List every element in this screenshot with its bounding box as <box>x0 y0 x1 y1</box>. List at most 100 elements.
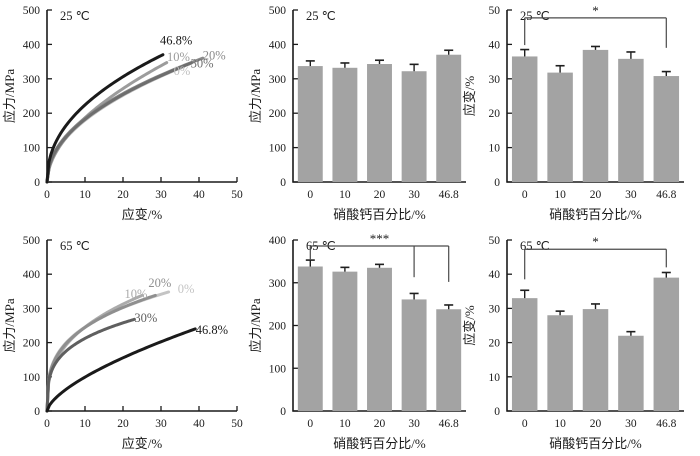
error-bar-0 <box>520 289 530 299</box>
significance-bracket: * <box>524 234 667 280</box>
error-bar-30 <box>626 51 636 59</box>
y-tick-label: 0 <box>34 177 40 189</box>
curve-label-0%: 0% <box>174 64 191 78</box>
error-bar-10 <box>340 62 350 68</box>
x-tick-label: 40 <box>193 418 205 430</box>
y-tick-label: 100 <box>269 363 287 375</box>
x-tick-label: 40 <box>193 189 205 201</box>
error-bar-20 <box>375 59 384 65</box>
x-tick-label: 10 <box>79 189 91 201</box>
error-bar-20 <box>375 263 384 268</box>
y-tick-label: 400 <box>269 39 287 51</box>
y-tick-label: 100 <box>23 372 41 384</box>
error-bar-10 <box>340 266 350 272</box>
error-bar-30 <box>409 292 419 300</box>
curve-label-10%: 10% <box>167 50 190 64</box>
y-tick-label: 200 <box>23 108 41 120</box>
curve-label-30%: 30% <box>134 311 157 325</box>
error-bar-10 <box>555 310 565 316</box>
x-tick-label: 30 <box>625 189 637 201</box>
bars <box>297 259 462 411</box>
bars <box>511 45 680 183</box>
y-tick-label: 0 <box>34 406 40 418</box>
x-tick-label: 10 <box>339 189 351 201</box>
temperature-label: 65 ℃ <box>60 239 90 253</box>
error-bar-0 <box>520 48 530 57</box>
error-bar-30 <box>626 330 636 336</box>
error-bar-0 <box>305 60 315 67</box>
panel-bars-strain-25c: 0 10 20 30 40 50 0 10 20 30 46.8 应变/% 硝酸钙百分比/% 25 ℃ * <box>462 3 684 222</box>
bar-0 <box>297 266 323 411</box>
bar-30 <box>618 58 644 182</box>
x-axis-label: 硝酸钙百分比/% <box>549 207 642 222</box>
y-axis-label: 应力/MPa <box>248 298 263 352</box>
y-tick-label: 40 <box>489 39 501 51</box>
error-bar-20 <box>591 45 600 50</box>
curves: 0%10%20%30%46.8% <box>45 276 228 413</box>
y-tick-label: 0 <box>494 177 500 189</box>
y-tick-label: 20 <box>489 338 501 350</box>
y-tick-label: 300 <box>23 303 41 315</box>
y-tick-label: 500 <box>23 235 41 247</box>
x-axis-label: 硝酸钙百分比/% <box>549 436 642 451</box>
y-tick-label: 200 <box>269 108 287 120</box>
curve-20% <box>45 293 157 413</box>
x-tick-label: 46.8 <box>656 189 676 201</box>
x-tick-label: 30 <box>155 189 167 201</box>
y-tick-label: 40 <box>489 269 501 281</box>
curve-label-0%: 0% <box>178 282 195 296</box>
y-tick-label: 200 <box>269 321 287 333</box>
x-tick-label: 0 <box>44 418 50 430</box>
error-bar-46.8 <box>661 70 671 77</box>
x-tick-label: 50 <box>231 189 243 201</box>
curve-label-30%: 30% <box>191 57 214 71</box>
bar-20 <box>367 64 392 182</box>
temperature-label: 25 ℃ <box>520 9 550 23</box>
y-tick-label: 10 <box>489 143 501 155</box>
x-tick-label: 30 <box>625 418 637 430</box>
y-tick-label: 30 <box>489 303 501 315</box>
y-tick-label: 50 <box>489 235 501 247</box>
y-tick-label: 0 <box>280 406 286 418</box>
x-tick-label: 50 <box>231 418 243 430</box>
y-axis-label: 应变/% <box>462 305 477 346</box>
significance-label: * <box>592 234 599 249</box>
temperature-label: 25 ℃ <box>306 9 336 23</box>
x-tick-label: 10 <box>554 418 566 430</box>
bar-30 <box>401 71 427 182</box>
axes: 0 100 200 300 400 500 0 10 20 30 40 50 应力/MPa 应变/% 25 … <box>2 5 243 222</box>
x-tick-label: 46.8 <box>439 189 459 201</box>
y-tick-label: 10 <box>489 372 501 384</box>
x-tick-label: 10 <box>554 189 566 201</box>
axis-spines <box>46 10 237 183</box>
x-tick-label: 0 <box>522 418 528 430</box>
bar-20 <box>582 49 609 183</box>
x-tick-label: 20 <box>117 418 129 430</box>
y-tick-label: 100 <box>23 143 41 155</box>
error-bar-46.8 <box>661 271 671 278</box>
x-tick-label: 20 <box>590 189 602 201</box>
bar-20 <box>582 309 609 411</box>
y-axis-label: 应力/MPa <box>2 298 17 352</box>
panel-curves-65c: 0 100 200 300 400 500 0 10 20 30 40 50 应力/MPa 应变/% 65 … <box>2 235 243 451</box>
curves: 0%10%20%30%46.8% <box>45 33 226 184</box>
y-tick-label: 300 <box>269 74 287 86</box>
x-tick-label: 20 <box>374 189 386 201</box>
y-tick-label: 400 <box>269 235 287 247</box>
error-bar-20 <box>591 303 600 310</box>
bar-0 <box>297 66 323 182</box>
bars <box>297 49 462 182</box>
significance-label: * <box>592 3 599 18</box>
y-tick-label: 400 <box>23 269 41 281</box>
significance-bracket: * <box>524 3 667 48</box>
bar-46.8 <box>436 309 462 411</box>
x-axis-label: 应变/% <box>122 436 163 451</box>
panel-bars-stress-25c: 0 100 200 300 400 500 0 10 20 30 46.8 应力/MPa 硝酸钙百分比/… <box>248 5 466 222</box>
x-axis-label: 硝酸钙百分比/% <box>333 207 426 222</box>
temperature-label: 25 ℃ <box>60 9 90 23</box>
y-tick-label: 30 <box>489 74 501 86</box>
x-tick-label: 20 <box>117 189 129 201</box>
